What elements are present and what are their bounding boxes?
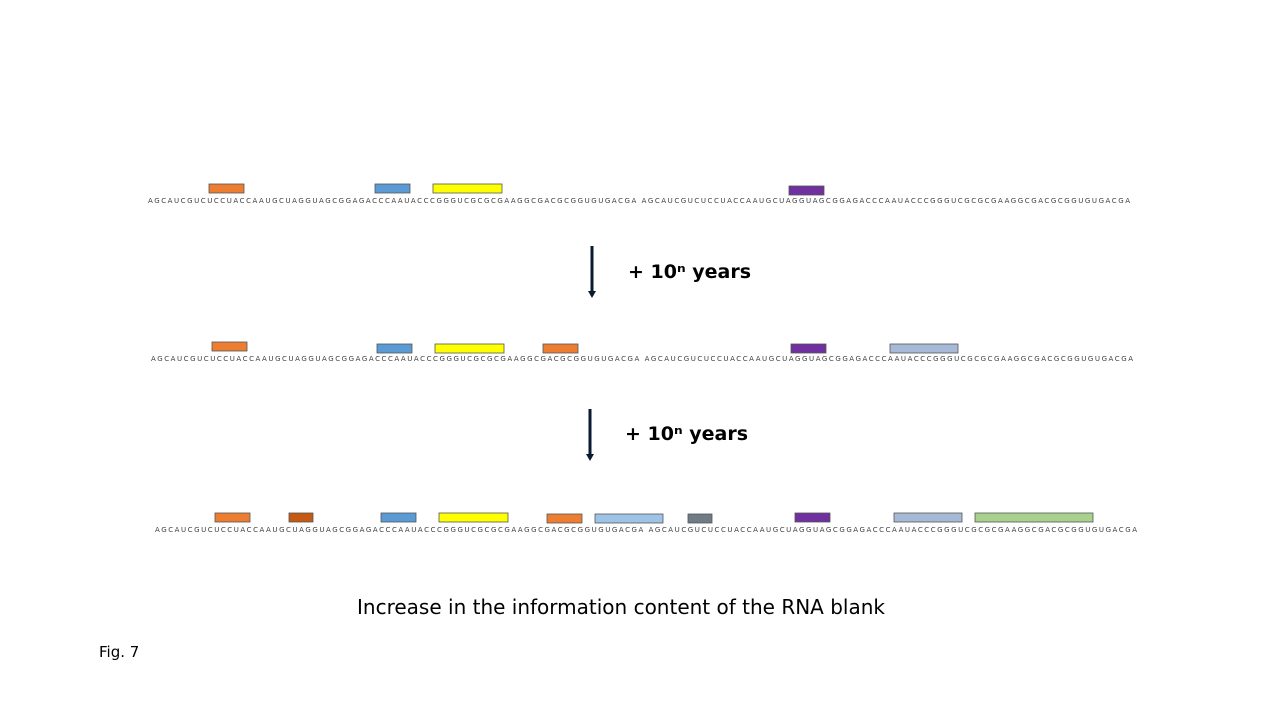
arrow-2: + 10ⁿ years	[586, 409, 748, 461]
arrow-1: + 10ⁿ years	[588, 246, 751, 298]
sequence: AGCAUCGUCUCCUACCAAUGCUAGGUAGCGGAGACCCAAU…	[148, 197, 1130, 205]
sequence: AGCAUCGUCUCCUACCAAUGCUAGGUAGCGGAGACCCAAU…	[151, 355, 1133, 363]
segment	[438, 512, 509, 523]
segment	[432, 183, 503, 194]
segment	[594, 513, 664, 524]
row-3: AGCAUCGUCUCCUACCAAUGCUAGGUAGCGGAGACCCAAU…	[155, 512, 1137, 534]
sequence: AGCAUCGUCUCCUACCAAUGCUAGGUAGCGGAGACCCAAU…	[155, 526, 1137, 534]
segment	[214, 512, 251, 523]
segment	[542, 343, 579, 354]
segment	[974, 512, 1094, 523]
row-1: AGCAUCGUCUCCUACCAAUGCUAGGUAGCGGAGACCCAAU…	[148, 183, 1130, 205]
segment	[380, 512, 417, 523]
segment	[788, 185, 825, 196]
segment	[374, 183, 411, 194]
segment	[211, 341, 248, 352]
segment	[434, 343, 505, 354]
caption: Increase in the information content of t…	[357, 595, 885, 619]
arrow-label: + 10ⁿ years	[625, 423, 748, 445]
row-2: AGCAUCGUCUCCUACCAAUGCUAGGUAGCGGAGACCCAAU…	[151, 341, 1133, 363]
segment	[790, 343, 827, 354]
segment	[687, 513, 713, 524]
segment	[546, 513, 583, 524]
segment	[208, 183, 245, 194]
figure-label: Fig. 7	[99, 643, 139, 661]
segment	[288, 512, 314, 523]
segment	[376, 343, 413, 354]
segment	[893, 512, 963, 523]
arrow-label: + 10ⁿ years	[628, 261, 751, 283]
segment	[794, 512, 831, 523]
segment	[889, 343, 959, 354]
